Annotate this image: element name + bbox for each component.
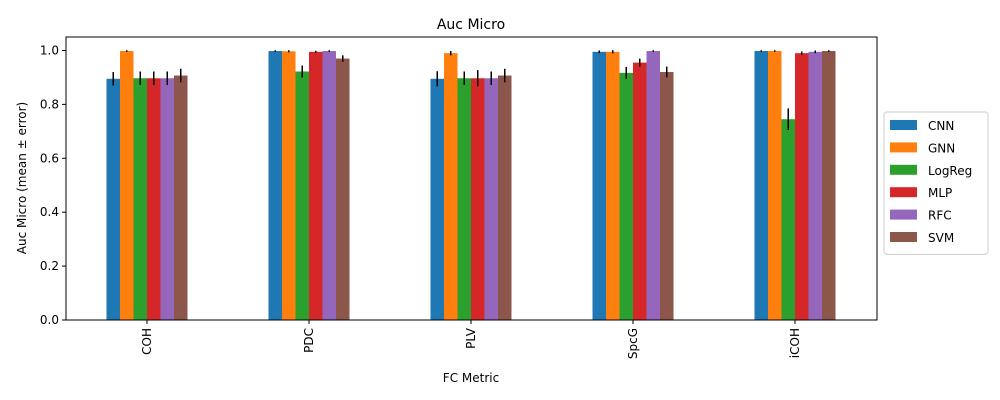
chart-title: Auc Micro: [437, 17, 505, 33]
x-tick-label: COH: [140, 328, 154, 355]
bar-mlp-coh: [147, 78, 161, 321]
y-tick-label: 0.8: [40, 97, 59, 111]
error-bars-group: [112, 50, 830, 130]
x-tick-label: PLV: [464, 327, 478, 349]
legend-swatch-svm: [890, 232, 917, 242]
legend-swatch-rfc: [890, 209, 917, 220]
bar-logreg-icoh: [781, 119, 795, 320]
bar-cnn-coh: [106, 78, 120, 320]
y-tick-label: 0.0: [40, 313, 59, 327]
x-tick-label: PDC: [302, 328, 316, 353]
bar-cnn-plv: [430, 78, 444, 320]
bar-svm-coh: [174, 75, 188, 320]
bar-mlp-plv: [471, 78, 485, 321]
legend-swatch-logreg: [890, 164, 917, 175]
bar-gnn-coh: [120, 51, 134, 321]
legend-label-mlp: MLP: [928, 186, 952, 200]
bar-logreg-coh: [133, 78, 147, 321]
legend-label-svm: SVM: [928, 231, 954, 245]
bar-rfc-coh: [160, 78, 174, 321]
x-tick-label: iCOH: [788, 328, 802, 358]
bar-rfc-pdc: [322, 51, 336, 321]
bar-mlp-spcg: [633, 62, 647, 320]
bar-gnn-pdc: [282, 51, 296, 320]
legend-label-logreg: LogReg: [928, 164, 972, 178]
bar-logreg-plv: [457, 78, 471, 321]
bar-mlp-pdc: [309, 51, 323, 320]
bar-cnn-pdc: [268, 51, 282, 321]
bar-svm-plv: [498, 75, 512, 320]
legend-label-rfc: RFC: [928, 209, 952, 223]
bars-group: [106, 51, 836, 321]
bar-cnn-icoh: [754, 51, 768, 321]
bar-gnn-plv: [444, 53, 458, 321]
y-tick-label: 0.2: [40, 259, 59, 273]
x-axis-label: FC Metric: [443, 371, 499, 385]
x-axis: COH PDC PLV SpcG iCOH: [140, 320, 802, 359]
bar-mlp-icoh: [795, 53, 809, 321]
legend-label-gnn: GNN: [928, 141, 955, 155]
bar-svm-icoh: [822, 51, 836, 321]
legend-swatch-mlp: [890, 187, 917, 198]
bar-gnn-spcg: [606, 51, 620, 320]
y-tick-label: 1.0: [40, 43, 59, 57]
bar-logreg-spcg: [619, 72, 633, 320]
legend-swatch-cnn: [890, 120, 917, 130]
x-tick-label: SpcG: [626, 328, 640, 359]
bar-rfc-icoh: [808, 51, 822, 320]
y-tick-label: 0.4: [40, 205, 59, 219]
bar-rfc-spcg: [646, 51, 660, 321]
y-axis: 0.0 0.2 0.4 0.6 0.8 1.0: [40, 43, 66, 327]
bar-rfc-plv: [484, 78, 498, 321]
legend-swatch-gnn: [890, 142, 917, 153]
bar-svm-pdc: [336, 58, 350, 321]
y-axis-label: Auc Micro (mean ± error): [15, 102, 29, 254]
bar-logreg-pdc: [295, 71, 309, 320]
legend: CNN GNN LogReg MLP RFC SVM: [883, 111, 989, 255]
bar-cnn-spcg: [592, 51, 606, 320]
bar-gnn-icoh: [768, 51, 782, 321]
legend-label-cnn: CNN: [928, 119, 954, 133]
y-tick-label: 0.6: [40, 151, 59, 165]
bar-svm-spcg: [660, 72, 674, 320]
